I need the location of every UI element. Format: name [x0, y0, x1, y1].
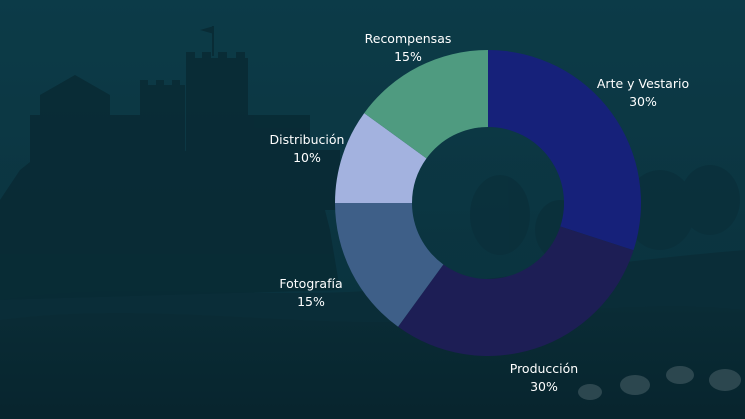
donut-labels: Arte y Vestario 30% Producción 30% Fotografí…: [270, 31, 690, 394]
slice-distribucion: [335, 113, 427, 203]
slice-value-recompensas: 15%: [394, 49, 422, 64]
slice-recompensas: [364, 49, 488, 159]
slice-value-fotografia: 15%: [297, 294, 325, 309]
slice-label-fotografia: Fotografía: [279, 276, 342, 291]
slice-fotografia: [335, 203, 444, 327]
donut-slices: [335, 49, 641, 357]
slice-value-produccion: 30%: [530, 379, 558, 394]
slice-label-produccion: Producción: [510, 361, 578, 376]
slice-label-distribucion: Distribución: [270, 132, 345, 147]
slice-label-arte-y-vestario: Arte y Vestario: [597, 76, 689, 91]
castle-silhouette: [0, 26, 340, 300]
slice-label-recompensas: Recompensas: [365, 31, 452, 46]
slice-arte-y-vestario: [488, 50, 641, 251]
slice-value-distribucion: 10%: [293, 150, 321, 165]
sheep-silhouettes: [578, 366, 741, 400]
slice-produccion: [398, 226, 634, 357]
slice-value-arte-y-vestario: 30%: [629, 94, 657, 109]
